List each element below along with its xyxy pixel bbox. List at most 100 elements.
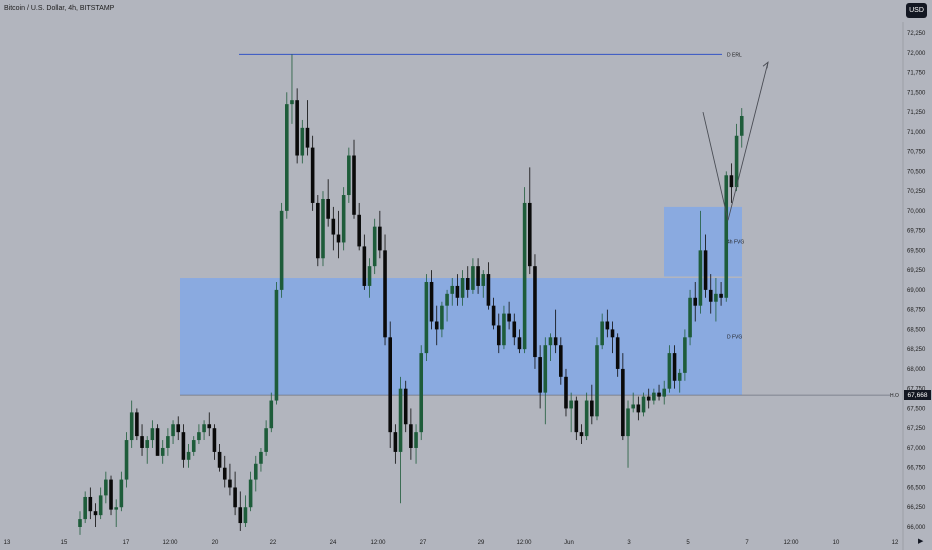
candle-body	[440, 305, 444, 330]
candle-body	[109, 479, 113, 510]
candle-body	[207, 424, 212, 429]
last-price-tag: 67,668	[904, 390, 931, 400]
candle-body	[388, 337, 392, 433]
candle-body	[517, 337, 522, 350]
candle-body	[393, 432, 398, 452]
y-tick-label: 67,500	[907, 406, 926, 412]
candle-body	[559, 345, 563, 377]
candle-body	[672, 353, 677, 381]
candle-body	[285, 104, 289, 211]
candle-body	[403, 388, 408, 425]
y-tick-label: 71,500	[907, 90, 926, 96]
candle-body	[305, 127, 310, 148]
candle-body	[646, 396, 651, 401]
projection-path	[702, 62, 769, 221]
candle-body	[590, 400, 594, 417]
candle-body	[595, 345, 599, 417]
x-tick-label: 12:00	[783, 540, 799, 546]
candle-body	[409, 424, 413, 448]
x-tick-label: Jun	[564, 540, 574, 546]
candle-body	[527, 202, 532, 267]
candle-body	[166, 436, 170, 448]
candle-body	[734, 135, 739, 188]
fvg-zone	[664, 206, 742, 277]
x-tick-label: 12:00	[370, 540, 386, 546]
zone-label: D FVG	[727, 335, 742, 341]
candle-body	[191, 440, 196, 452]
y-tick-label: 71,000	[907, 130, 926, 136]
x-tick-label: 10	[833, 540, 840, 546]
candle-body	[698, 250, 703, 306]
candle-body	[491, 305, 496, 326]
y-tick-label: 66,000	[907, 525, 926, 531]
candle-body	[729, 175, 734, 188]
triangle-right-icon[interactable]: ▶	[918, 538, 924, 545]
candle-body	[222, 467, 227, 480]
candle-body	[496, 325, 501, 346]
zones-layer: 4h FVG D FVG	[180, 206, 744, 396]
y-tick-label: 69,500	[907, 248, 926, 254]
candle-body	[341, 195, 346, 243]
candle-body	[450, 285, 455, 294]
candle-body	[119, 479, 124, 508]
candle-body	[683, 337, 687, 373]
candle-body	[615, 337, 620, 369]
level-label: D ERL	[727, 52, 742, 58]
candle-body	[693, 297, 698, 306]
price-axis[interactable]: 66,000 66,250 66,500 66,750 67,000 67,250 67,5…	[907, 31, 926, 531]
candle-body	[212, 428, 217, 452]
candle-body	[398, 388, 403, 452]
candle-body	[372, 226, 377, 267]
y-tick-label: 67,750	[907, 387, 926, 393]
candle-body	[445, 293, 449, 306]
candle-body	[424, 281, 429, 354]
y-tick-label: 67,250	[907, 426, 926, 432]
currency-button[interactable]: USD	[906, 3, 927, 18]
x-tick-label: 24	[330, 540, 337, 546]
y-tick-label: 68,250	[907, 347, 926, 353]
candle-body	[186, 451, 191, 460]
time-axis[interactable]: 13 15 17 12:00 20 22 24 12:00 27 29 12:00 Jun 3 5 7 12:…	[4, 540, 899, 546]
candle-body	[176, 424, 181, 433]
candle-body	[83, 496, 87, 520]
candle-body	[316, 202, 320, 259]
candle-body	[543, 345, 548, 393]
candle-body	[357, 214, 361, 247]
x-tick-label: 7	[745, 540, 749, 546]
candle-body	[129, 412, 134, 441]
x-tick-label: 22	[270, 540, 277, 546]
candle-body	[703, 250, 708, 290]
x-tick-label: 29	[478, 540, 485, 546]
candle-body	[160, 447, 165, 456]
candle-body	[688, 297, 692, 338]
candle-body	[321, 198, 325, 259]
candle-body	[259, 451, 263, 464]
candle-body	[739, 115, 744, 136]
candle-body	[171, 424, 175, 437]
y-tick-label: 69,000	[907, 288, 926, 294]
candle-body	[233, 487, 237, 508]
x-tick-label: 12:00	[516, 540, 532, 546]
candle-body	[652, 392, 656, 401]
candle-body	[486, 274, 491, 306]
candle-body	[135, 412, 139, 437]
y-tick-label: 72,250	[907, 31, 926, 37]
candle-body	[434, 321, 439, 330]
candle-body	[414, 432, 418, 448]
y-tick-label: 71,250	[907, 110, 926, 116]
candle-body	[331, 218, 336, 235]
candle-body	[621, 368, 625, 437]
candle-body	[719, 293, 723, 298]
candle-body	[465, 278, 470, 290]
candle-body	[104, 479, 108, 496]
x-tick-label: 12	[892, 540, 899, 546]
candle-body	[714, 293, 718, 302]
candle-body	[155, 428, 160, 456]
candle-body	[502, 313, 506, 346]
candle-body	[641, 396, 646, 413]
candle-body	[538, 357, 542, 393]
candle-body	[512, 321, 517, 338]
zone-label: 4h FVG	[727, 240, 744, 246]
candle-body	[471, 266, 475, 290]
